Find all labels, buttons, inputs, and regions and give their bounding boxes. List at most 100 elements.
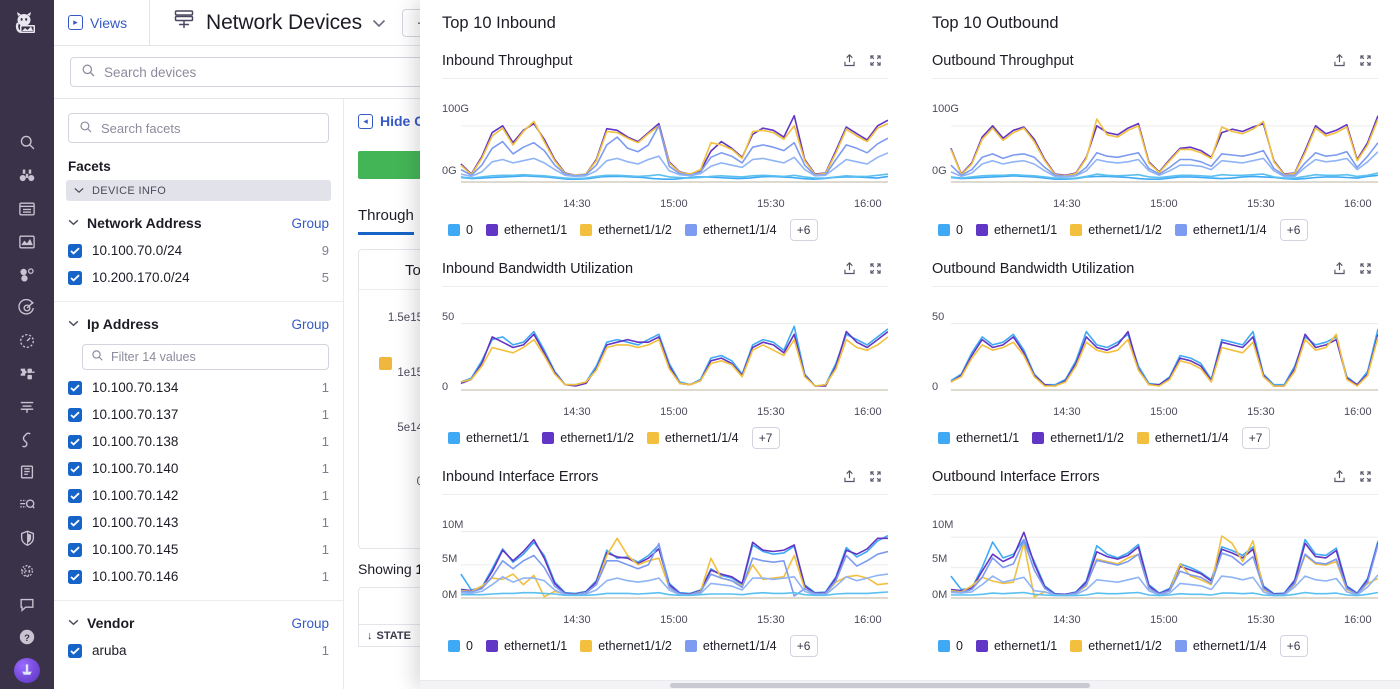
checkbox-checked-icon[interactable] — [68, 434, 82, 449]
notebooks-icon[interactable] — [10, 457, 44, 488]
legend-item[interactable]: 0 — [448, 223, 473, 237]
legend-item[interactable]: ethernet1/1/4 — [684, 223, 777, 237]
chart-inbound-bandwidth-utilization[interactable]: 50 0 — [442, 299, 888, 404]
horizontal-scrollbar[interactable] — [420, 680, 1400, 689]
legend-more-button[interactable]: +6 — [789, 635, 818, 657]
checkbox-checked-icon[interactable] — [68, 380, 82, 395]
hide-controls-toggle[interactable]: ◂ Hide C — [344, 111, 1400, 129]
fullscreen-expand-icon[interactable] — [862, 53, 888, 68]
traces-path-icon[interactable] — [10, 424, 44, 455]
integrations-puzzle-icon[interactable] — [10, 358, 44, 389]
legend-item[interactable]: ethernet1/1/2 — [1070, 223, 1162, 237]
search-facets-input[interactable]: Search facets — [68, 113, 329, 143]
share-export-icon[interactable] — [836, 261, 862, 276]
legend-item[interactable]: ethernet1/1 — [975, 223, 1057, 237]
legend-item[interactable]: ethernet1/1 — [975, 639, 1057, 653]
checkbox-checked-icon[interactable] — [68, 488, 82, 503]
facet-item[interactable]: 10.100.70.146 1 — [54, 563, 343, 590]
facet-group-link[interactable]: Group — [291, 215, 329, 231]
fullscreen-expand-icon[interactable] — [862, 469, 888, 484]
checkbox-checked-icon[interactable] — [68, 569, 82, 584]
network-globe-icon[interactable] — [10, 556, 44, 587]
facet-group-header[interactable]: Network Address Group — [54, 215, 343, 237]
facet-item[interactable]: 10.100.70.140 1 — [54, 455, 343, 482]
views-tab[interactable]: ▸ Views — [54, 0, 150, 45]
datadog-dog-logo[interactable] — [0, 0, 54, 52]
legend-more-button[interactable]: +6 — [789, 219, 818, 241]
chart-outbound-interface-errors[interactable]: 10M 5M 0M — [932, 507, 1378, 612]
chart-outbound-bandwidth-utilization[interactable]: 50 0 — [932, 299, 1378, 404]
performance-gauge-icon[interactable] — [10, 325, 44, 356]
legend-item[interactable]: 0 — [938, 223, 963, 237]
security-shield-icon[interactable] — [10, 523, 44, 554]
metrics-chart-icon[interactable] — [10, 226, 44, 257]
fullscreen-expand-icon[interactable] — [1352, 53, 1378, 68]
legend-more-button[interactable]: +6 — [1279, 219, 1308, 241]
legend-item[interactable]: ethernet1/1/2 — [1070, 639, 1162, 653]
legend-item[interactable]: ethernet1/1/4 — [1174, 223, 1267, 237]
facet-item[interactable]: 10.100.70.0/24 9 — [54, 237, 343, 264]
checkbox-checked-icon[interactable] — [68, 515, 82, 530]
facet-section-device-info[interactable]: DEVICE INFO — [66, 180, 331, 201]
checkbox-checked-icon[interactable] — [68, 243, 82, 258]
share-export-icon[interactable] — [836, 469, 862, 484]
legend-item[interactable]: ethernet1/1/4 — [646, 431, 739, 445]
scrollbar-thumb[interactable] — [670, 683, 1090, 688]
facet-item[interactable]: 10.100.70.142 1 — [54, 482, 343, 509]
feedback-chat-icon[interactable] — [10, 589, 44, 620]
legend-item[interactable]: ethernet1/1 — [485, 639, 567, 653]
tab-throughput[interactable]: Through — [358, 207, 414, 235]
legend-item[interactable]: ethernet1/1/2 — [542, 431, 634, 445]
fullscreen-expand-icon[interactable] — [862, 261, 888, 276]
legend-item[interactable]: ethernet1/1/4 — [1174, 639, 1267, 653]
facet-group-link[interactable]: Group — [291, 615, 329, 631]
chart-inbound-throughput[interactable]: 100G 0G — [442, 91, 888, 196]
share-export-icon[interactable] — [1326, 261, 1352, 276]
chevron-down-icon[interactable] — [372, 15, 386, 31]
legend-item[interactable]: 0 — [448, 639, 473, 653]
chart-inbound-interface-errors[interactable]: 10M 5M 0M — [442, 507, 888, 612]
share-export-icon[interactable] — [1326, 469, 1352, 484]
synthetics-target-icon[interactable] — [10, 292, 44, 323]
facet-group-link[interactable]: Group — [291, 316, 329, 332]
legend-item[interactable]: ethernet1/1/2 — [580, 639, 672, 653]
facet-item[interactable]: 10.100.70.143 1 — [54, 509, 343, 536]
checkbox-checked-icon[interactable] — [68, 407, 82, 422]
facet-item[interactable]: 10.100.70.134 1 — [54, 374, 343, 401]
facet-item[interactable]: 10.200.170.0/24 5 — [54, 264, 343, 291]
facet-item[interactable]: 10.100.70.145 1 — [54, 536, 343, 563]
chart-outbound-throughput[interactable]: 100G 0G — [932, 91, 1378, 196]
legend-item[interactable]: ethernet1/1/2 — [580, 223, 672, 237]
legend-more-button[interactable]: +7 — [751, 427, 780, 449]
search-icon[interactable] — [10, 127, 44, 158]
legend-item[interactable]: ethernet1/1/2 — [1032, 431, 1124, 445]
facet-filter-input[interactable]: Filter 14 values — [82, 344, 329, 370]
legend-more-button[interactable]: +6 — [1279, 635, 1308, 657]
table-header[interactable]: ↓ STATE — [359, 624, 437, 646]
share-export-icon[interactable] — [1326, 53, 1352, 68]
facet-item[interactable]: 10.100.70.137 1 — [54, 401, 343, 428]
apm-search-icon[interactable] — [10, 490, 44, 521]
service-map-icon[interactable] — [10, 259, 44, 290]
checkbox-checked-icon[interactable] — [68, 542, 82, 557]
facet-item[interactable]: 10.100.70.138 1 — [54, 428, 343, 455]
legend-item[interactable]: ethernet1/1/4 — [1136, 431, 1229, 445]
facet-item[interactable]: aruba 1 — [54, 637, 343, 664]
logs-filter-icon[interactable] — [10, 391, 44, 422]
facet-group-header[interactable]: Ip Address Group — [54, 316, 343, 338]
help-question-icon[interactable]: ? — [10, 622, 44, 653]
dashboards-list-icon[interactable] — [10, 193, 44, 224]
legend-item[interactable]: ethernet1/1 — [448, 431, 529, 445]
checkbox-checked-icon[interactable] — [68, 643, 82, 658]
checkbox-checked-icon[interactable] — [68, 461, 82, 476]
checkbox-checked-icon[interactable] — [68, 270, 82, 285]
watchdog-binoculars-icon[interactable] — [10, 160, 44, 191]
legend-item[interactable]: ethernet1/1 — [485, 223, 567, 237]
legend-item[interactable]: ethernet1/1 — [938, 431, 1019, 445]
user-avatar[interactable] — [14, 657, 40, 683]
facet-group-header[interactable]: Vendor Group — [54, 615, 343, 637]
legend-more-button[interactable]: +7 — [1241, 427, 1270, 449]
fullscreen-expand-icon[interactable] — [1352, 261, 1378, 276]
share-export-icon[interactable] — [836, 53, 862, 68]
fullscreen-expand-icon[interactable] — [1352, 469, 1378, 484]
